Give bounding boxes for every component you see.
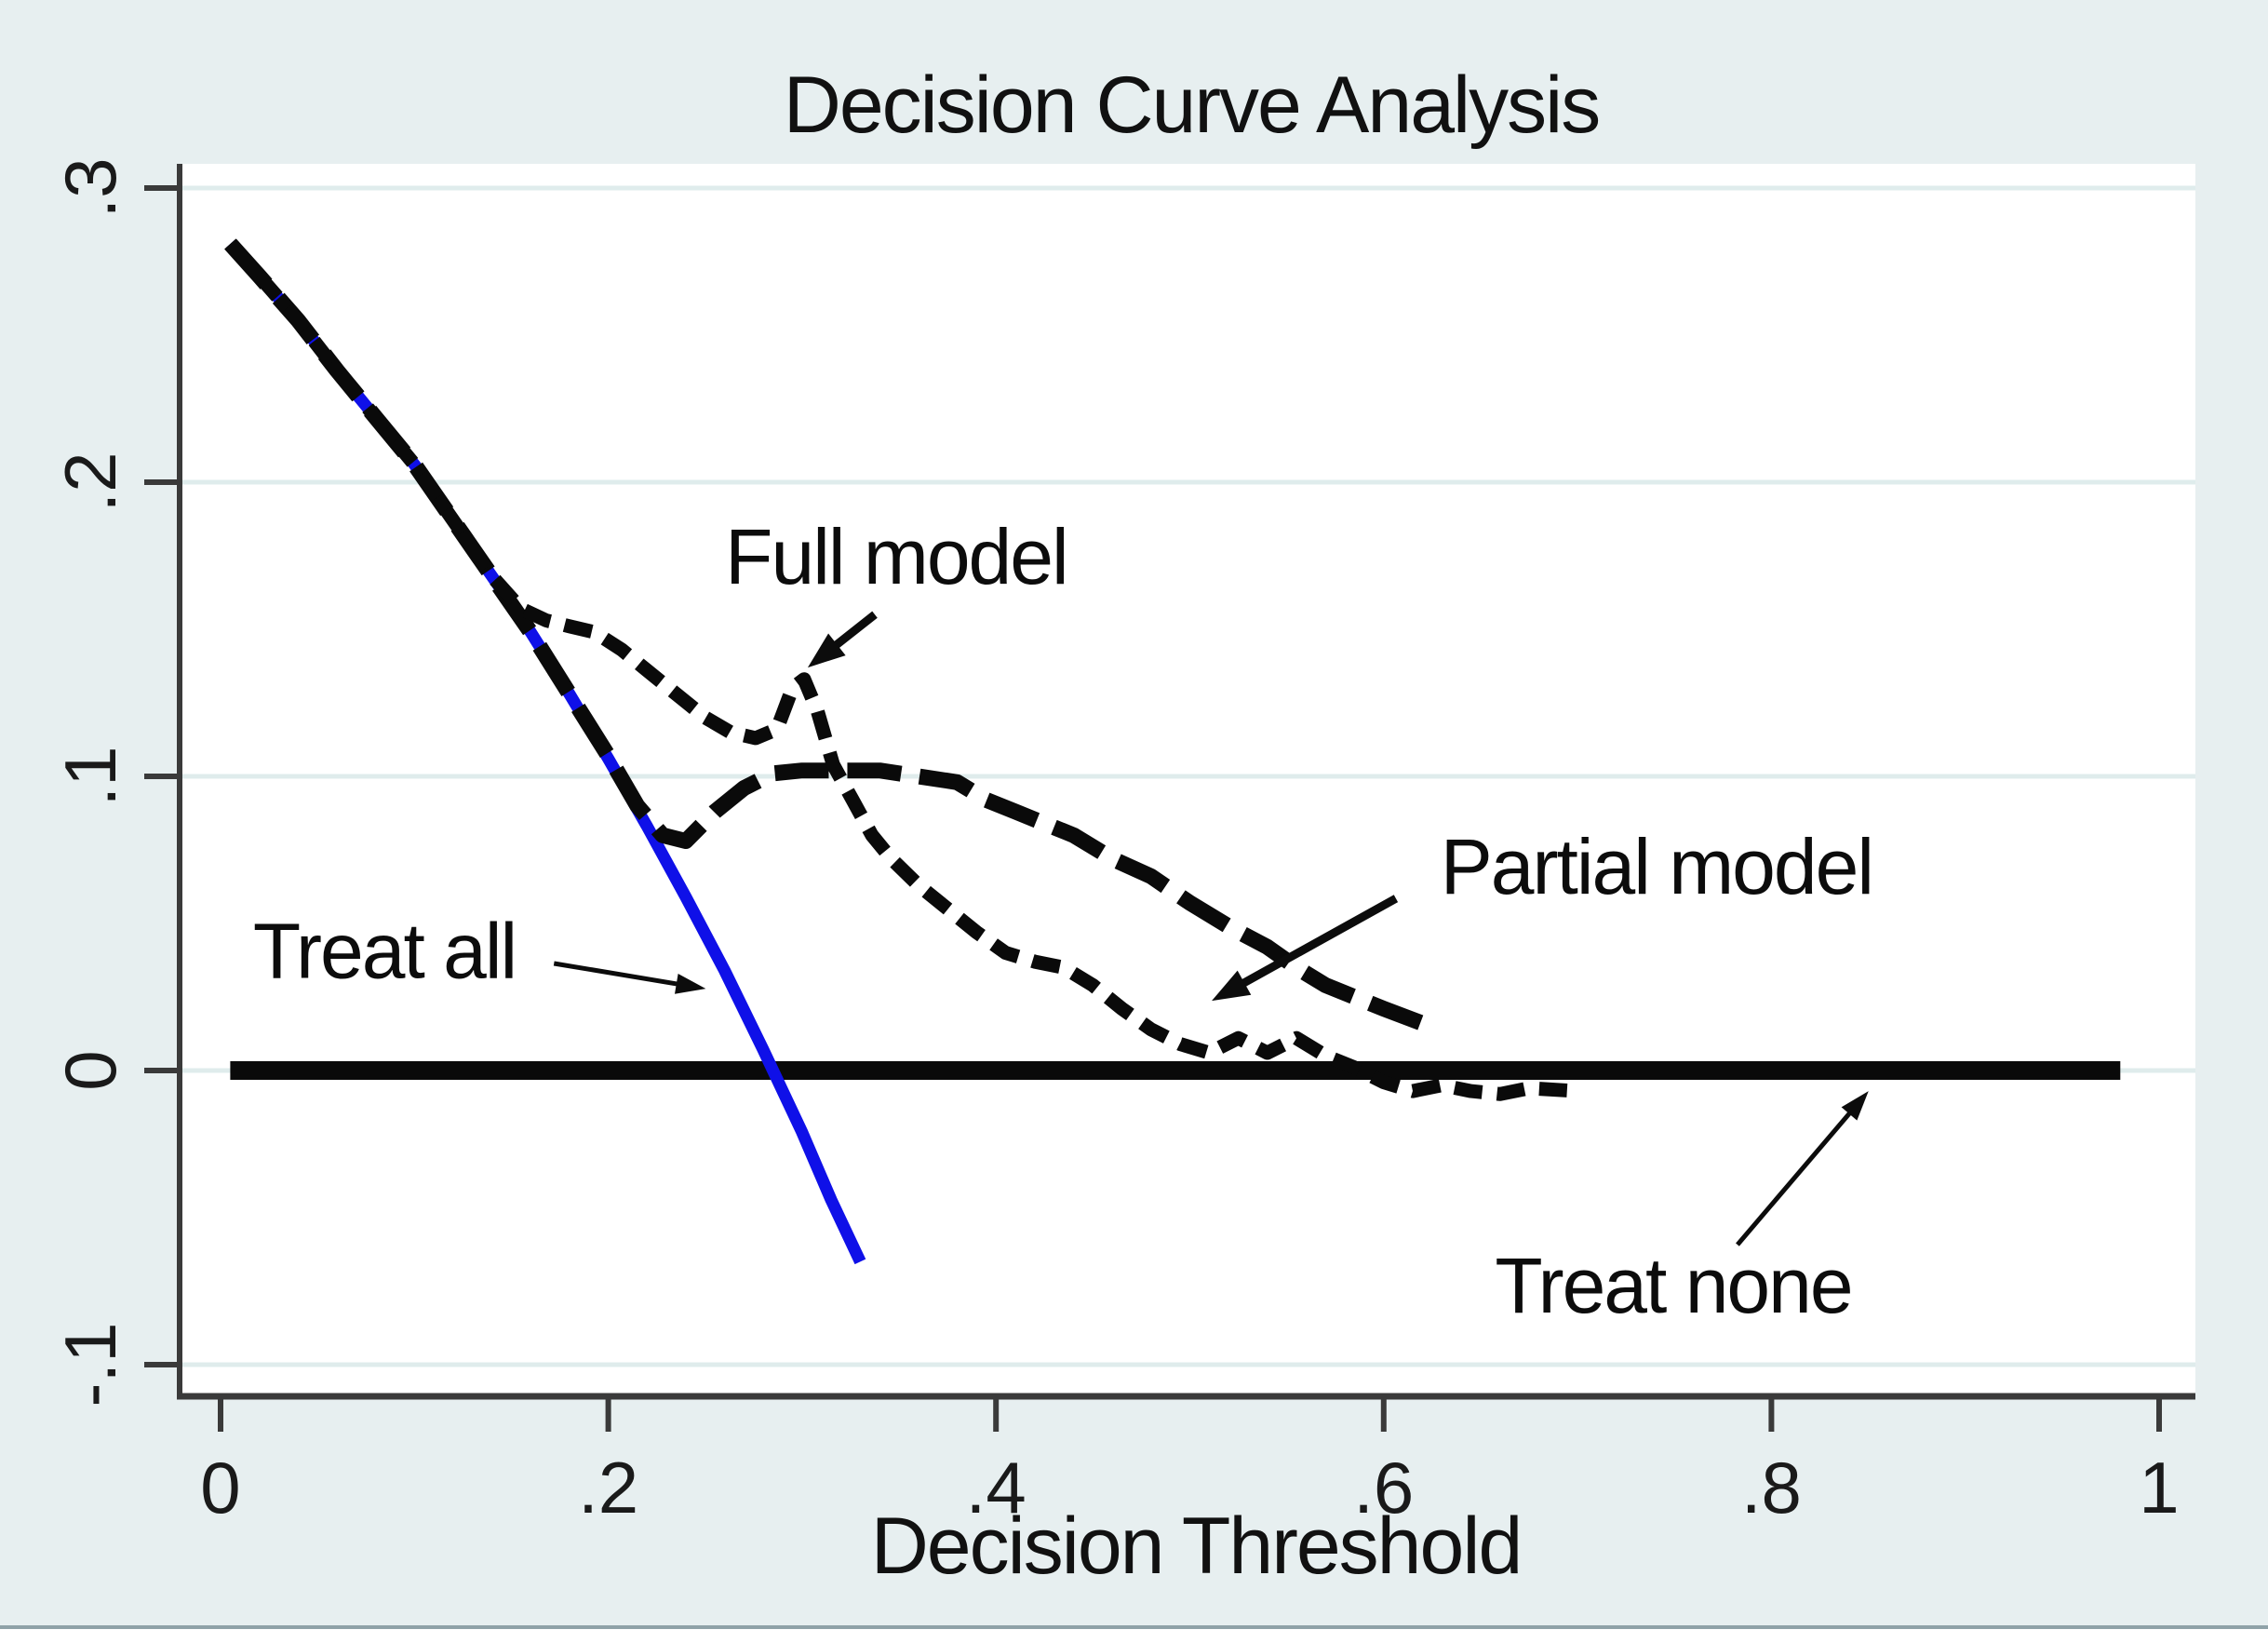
axes	[177, 164, 2195, 1400]
x-tick-label: .4	[966, 1447, 1027, 1529]
annotations: Treat all Full model Partial model Treat no…	[253, 513, 1874, 1329]
x-tick-label: 0	[200, 1447, 240, 1529]
x-tick-label: 1	[2139, 1447, 2179, 1529]
annotation-treat-all-arrow-head	[675, 974, 706, 994]
series-group	[224, 238, 2121, 1265]
x-axis-label: Decision Threshold	[871, 1502, 1522, 1591]
annotation-treat-none-label: Treat none	[1495, 1242, 1851, 1329]
y-tick-label: .3	[49, 157, 131, 218]
ticks: .3 .2 .1 0 -.1 0 .2 .4 .6 .8 1	[49, 157, 2180, 1529]
y-tick-label: .1	[49, 746, 131, 806]
annotation-treat-none-arrow-head	[1841, 1091, 1869, 1121]
annotation-treat-all-arrow-line	[553, 961, 681, 988]
y-tick-label: 0	[49, 1050, 131, 1090]
plot-area	[180, 164, 2195, 1396]
bottom-margin-strip	[0, 1625, 2268, 1643]
annotation-treat-all-label: Treat all	[253, 907, 516, 994]
annotation-treat-none-arrow-line	[1736, 1109, 1854, 1246]
annotation-full-model-label: Full model	[725, 513, 1067, 600]
chart-title: Decision Curve Analysis	[784, 61, 1599, 150]
annotation-full-model-arrow-head	[807, 633, 846, 668]
x-tick-label: .6	[1353, 1447, 1414, 1529]
bottom-rule	[0, 1625, 2268, 1629]
annotation-partial-model-arrow-line	[1239, 895, 1399, 989]
x-tick-label: .2	[578, 1447, 638, 1529]
annotation-partial-model-arrow-head	[1212, 970, 1252, 1002]
annotation-partial-model-label: Partial model	[1441, 823, 1872, 910]
y-tick-label: -.1	[49, 1322, 131, 1407]
x-tick-label: .8	[1741, 1447, 1802, 1529]
annotation-full-model-arrow-line	[831, 611, 878, 651]
series-full-model	[224, 238, 1578, 1101]
y-tick-label: .2	[49, 451, 131, 512]
